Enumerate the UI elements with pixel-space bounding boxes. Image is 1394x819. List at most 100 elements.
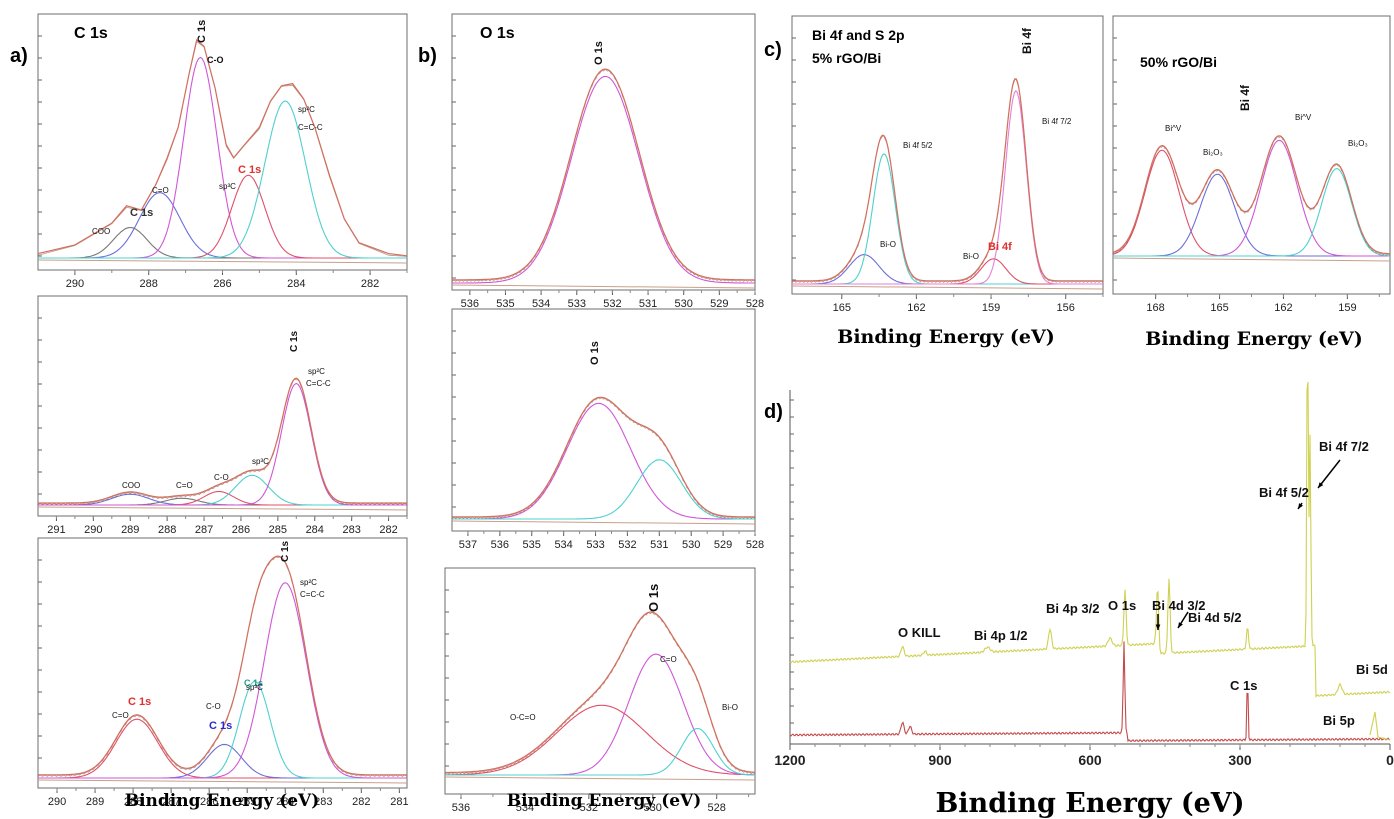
- x-tick-label: 536: [461, 298, 479, 310]
- envelope-curve: [792, 78, 1103, 282]
- component-peak: [452, 459, 755, 520]
- peak-label: Bi 4p 3/2: [1046, 601, 1099, 616]
- panel-c2: 168 165 162 159: [1112, 15, 1391, 314]
- peak-label: C 1s: [196, 20, 208, 43]
- x-tick-label: 537: [459, 539, 477, 551]
- plot-frame: [37, 537, 408, 789]
- component-peak: [792, 153, 1103, 285]
- peak-label: C-O: [207, 55, 224, 65]
- x-tick-label: 156: [1057, 302, 1075, 314]
- peak-label: sp³C: [219, 182, 236, 191]
- x-tick-label: 534: [516, 802, 534, 814]
- x-tick-label: 1200: [774, 752, 805, 768]
- x-tick-label: 0: [1386, 752, 1394, 768]
- component-peak: [452, 75, 755, 284]
- fit-sum: [37, 378, 408, 506]
- panel-letter-c: c): [764, 39, 782, 61]
- x-tick-label: 282: [379, 524, 397, 536]
- x-tick-label: 159: [1338, 302, 1356, 314]
- x-tick-label: 162: [1274, 302, 1292, 314]
- chart-subtitle: 50% rGO/Bi: [1140, 54, 1217, 70]
- survey-spectrum-bottom: [789, 641, 1391, 743]
- peak-label: Bi 5d: [1356, 662, 1388, 677]
- peak-label: Bi 4f 5/2: [903, 141, 933, 150]
- background-line: [37, 259, 408, 264]
- component-peak: [38, 743, 407, 779]
- peak-label: Bi 4d 3/2: [1152, 598, 1205, 613]
- panel-a3: 290 289 288 287 286 285 284 283 282 281: [37, 537, 409, 808]
- panel-a2: 291 290 289 288 287 286 285 284 283 282: [37, 295, 408, 536]
- panel-d: 1200 900 600 300 0 O KILL Bi 4p 1/2 Bi 4p 3/2 O …: [774, 381, 1394, 768]
- component-peak: [445, 704, 755, 776]
- background-line: [791, 285, 1104, 290]
- peak-label: C 1s: [289, 330, 300, 352]
- x-tick-label: 528: [746, 298, 764, 310]
- x-tick-label: 533: [586, 539, 604, 551]
- x-tick-label: 286: [232, 524, 250, 536]
- plot-frame: [791, 15, 1104, 295]
- x-tick-label: 159: [982, 302, 1000, 314]
- component-peak: [38, 100, 407, 259]
- x-tick-label: 168: [1146, 302, 1164, 314]
- panel-letter-b: b): [418, 45, 437, 67]
- x-tick-label: 289: [121, 524, 139, 536]
- background-line: [444, 776, 756, 781]
- peak-label: Bi 4f 5/2: [1259, 485, 1309, 500]
- peak-label: Bi 4f 7/2: [1319, 439, 1369, 454]
- x-tick-label: 281: [390, 796, 408, 808]
- component-peak: [38, 192, 407, 259]
- peak-label: O 1s: [1108, 598, 1136, 613]
- x-tick-label: 529: [714, 539, 732, 551]
- x-tick-label: 289: [86, 796, 104, 808]
- peak-label: Bi-O: [722, 703, 738, 712]
- x-tick-label: 535: [496, 298, 514, 310]
- peak-label: O 1s: [589, 341, 601, 365]
- peak-label: C-O: [214, 473, 229, 482]
- component-peak: [1112, 149, 1390, 257]
- x-tick-label: 287: [195, 524, 213, 536]
- peak-label: sp²C: [300, 578, 317, 587]
- fit-sum: [444, 612, 756, 775]
- plot-frame: [444, 567, 756, 795]
- peak-label: O KILL: [898, 625, 941, 640]
- component-peak: [452, 402, 755, 520]
- peak-label: C=O: [112, 711, 129, 720]
- x-tick-label: 283: [342, 524, 360, 536]
- envelope-curve: [452, 68, 755, 281]
- component-peak: [38, 382, 407, 506]
- x-tick-label: 532: [580, 802, 598, 814]
- x-tick-label: 286: [200, 796, 218, 808]
- peak-label: C 1s: [128, 696, 151, 708]
- x-tick-label: 900: [928, 752, 952, 768]
- peak-label: C 1s: [238, 164, 261, 176]
- peak-label: C=O: [152, 186, 169, 195]
- chart-title: O 1s: [480, 25, 515, 42]
- peak-label: sp³C: [252, 457, 269, 466]
- panel-b3: 536 534 532 530 528: [444, 567, 756, 814]
- x-tick-label: 600: [1078, 752, 1102, 768]
- x-tick-label: 290: [84, 524, 102, 536]
- peak-label: Bi-O: [880, 240, 896, 249]
- peak-label: Bi 4f 7/2: [1042, 117, 1072, 126]
- fit-sum: [37, 40, 408, 257]
- plot-frame: [451, 308, 756, 532]
- peak-label: Bi 4p 1/2: [974, 628, 1027, 643]
- panel-a1: 290 288 286 284 282: [37, 13, 408, 290]
- x-tick-label: 282: [352, 796, 370, 808]
- arrow-head: [1155, 624, 1161, 630]
- x-tick-label: 300: [1228, 752, 1252, 768]
- x-tick-label: 283: [314, 796, 332, 808]
- background-line: [37, 506, 408, 511]
- x-tick-label: 528: [707, 802, 725, 814]
- peak-label: C 1s: [1230, 678, 1257, 693]
- peak-label: Bi 4f: [1020, 27, 1034, 54]
- fit-sum: [791, 79, 1104, 283]
- peak-label: C-O: [206, 702, 221, 711]
- x-tick-label: 288: [140, 278, 158, 290]
- pointer-arrow: [1317, 459, 1341, 489]
- peak-label: Bi 4d 5/2: [1188, 610, 1241, 625]
- fit-sum: [451, 69, 756, 282]
- peak-label: C=C-C: [298, 123, 323, 132]
- x-axis-title-c1: Binding Energy (eV): [837, 326, 1054, 348]
